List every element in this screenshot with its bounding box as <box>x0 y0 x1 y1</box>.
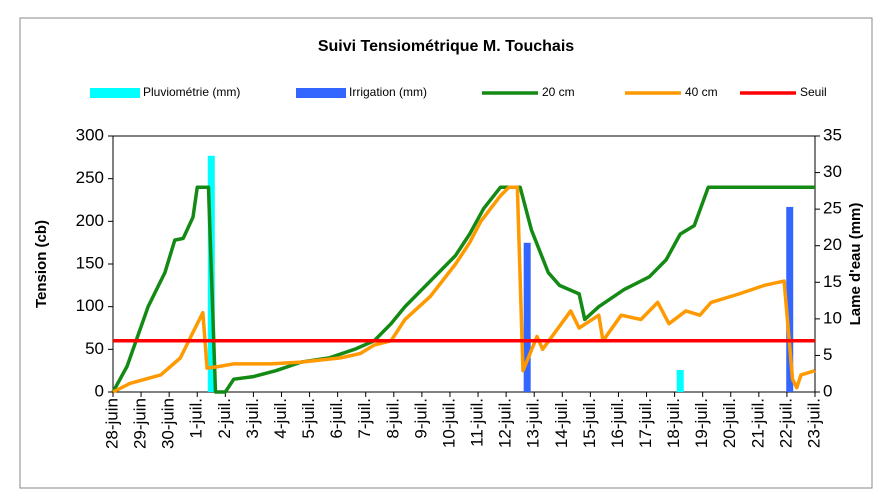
y2-tick-label: 15 <box>823 272 842 291</box>
x-tick-label: 17-juil. <box>636 398 655 448</box>
x-tick-label: 14-juil. <box>552 398 571 448</box>
y2-tick-label: 10 <box>823 308 842 327</box>
chart-frame <box>19 17 873 489</box>
y-tick-label: 100 <box>76 296 104 315</box>
x-tick-label: 6-juil. <box>327 398 346 439</box>
bar <box>676 370 684 392</box>
x-tick-label: 11-juil. <box>468 398 487 447</box>
legend-swatch <box>296 88 346 98</box>
x-tick-label: 7-juil. <box>355 398 374 439</box>
x-tick-label: 15-juil. <box>580 398 599 448</box>
x-tick-label: 28-juin <box>102 398 121 449</box>
y-tick-label: 200 <box>76 211 104 230</box>
x-tick-label: 20-juil. <box>720 398 739 448</box>
y-tick-label: 0 <box>95 381 104 400</box>
y-tick-label: 250 <box>76 168 104 187</box>
legend-label: Pluviométrie (mm) <box>143 85 240 99</box>
line <box>111 185 815 394</box>
y2-tick-label: 0 <box>823 381 832 400</box>
chart-title: Suivi Tensiométrique M. Touchais <box>318 38 574 55</box>
x-tick-label: 30-juin <box>159 398 178 449</box>
x-tick-label: 23-juil. <box>804 398 823 448</box>
legend-swatch <box>90 88 140 98</box>
line <box>112 185 816 394</box>
bar <box>523 242 531 392</box>
x-tick-label: 5-juil. <box>299 398 318 439</box>
legend-label: Irrigation (mm) <box>349 85 427 99</box>
y-tick-label: 50 <box>85 339 104 358</box>
x-tick-label: 10-juil. <box>439 398 458 448</box>
y2-tick-label: 25 <box>823 199 842 218</box>
y-tick-label: 150 <box>76 253 104 272</box>
x-tick-label: 19-juil. <box>692 398 711 448</box>
x-tick-label: 29-juin <box>131 398 150 449</box>
x-tick-label: 13-juil. <box>524 398 543 448</box>
legend-label: 20 cm <box>542 85 575 99</box>
legend-label: 40 cm <box>685 85 718 99</box>
y-tick-label: 300 <box>76 125 104 144</box>
x-tick-label: 12-juil. <box>496 398 515 448</box>
x-tick-label: 1-juil. <box>187 398 206 439</box>
x-tick-label: 3-juil. <box>243 398 262 439</box>
y2-tick-label: 35 <box>823 125 842 144</box>
y2-tick-label: 30 <box>823 162 842 181</box>
x-tick-label: 4-juil. <box>271 398 290 439</box>
legend-label: Seuil <box>800 85 827 99</box>
y-axis-label: Tension (cb) <box>33 220 50 308</box>
x-tick-label: 21-juil. <box>748 398 767 448</box>
x-tick-label: 18-juil. <box>664 398 683 448</box>
x-tick-label: 16-juil. <box>608 398 627 448</box>
x-tick-label: 2-juil. <box>215 398 234 439</box>
bar <box>786 206 794 392</box>
y2-tick-label: 5 <box>823 345 832 364</box>
x-tick-label: 22-juil. <box>776 398 795 448</box>
x-tick-label: 8-juil. <box>383 398 402 439</box>
x-tick-label: 9-juil. <box>411 398 430 439</box>
y2-tick-label: 20 <box>823 235 842 254</box>
y2-axis-label: Lame d'eau (mm) <box>847 203 864 326</box>
